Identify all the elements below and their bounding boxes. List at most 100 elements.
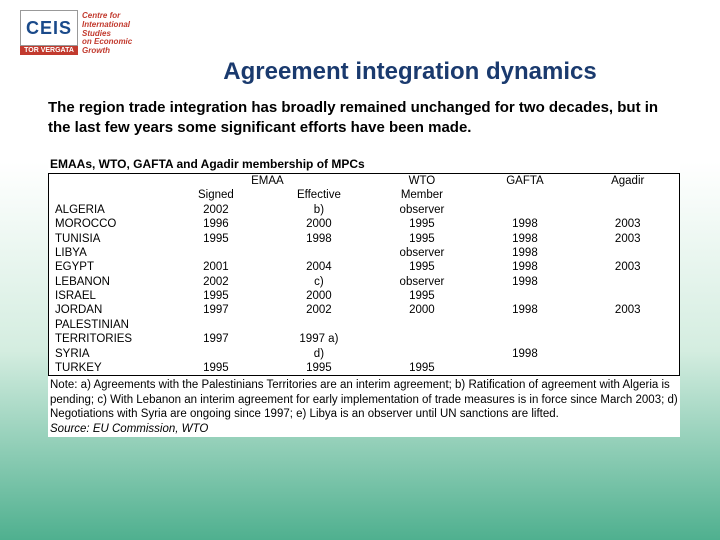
cell-gafta: 1998 <box>473 246 576 260</box>
cell-wto: observer <box>370 203 473 217</box>
table-row: ALGERIA2002b)observer <box>49 203 680 217</box>
col-gafta: GAFTA <box>473 174 576 189</box>
cell-effective: 1997 a) <box>267 332 370 346</box>
cell-country: PALESTINIAN <box>49 318 165 332</box>
cell-wto: 1995 <box>370 361 473 376</box>
cell-gafta <box>473 361 576 376</box>
cell-country: MOROCCO <box>49 217 165 231</box>
table-row: TERRITORIES19971997 a) <box>49 332 680 346</box>
cell-country: LIBYA <box>49 246 165 260</box>
slide: CEIS TOR VERGATA Centre forInternational… <box>0 0 720 540</box>
logo: CEIS TOR VERGATA Centre forInternational… <box>20 10 132 56</box>
cell-effective: c) <box>267 275 370 289</box>
cell-effective: 1998 <box>267 232 370 246</box>
cell-agadir: 2003 <box>576 303 679 317</box>
cell-wto: observer <box>370 275 473 289</box>
cell-effective: 2000 <box>267 217 370 231</box>
cell-country: SYRIA <box>49 347 165 361</box>
cell-signed: 1997 <box>164 303 267 317</box>
table-row: PALESTINIAN <box>49 318 680 332</box>
cell-agadir <box>576 289 679 303</box>
cell-effective: 2000 <box>267 289 370 303</box>
table-row: JORDAN19972002200019982003 <box>49 303 680 317</box>
cell-wto <box>370 318 473 332</box>
col-signed: Signed <box>164 188 267 202</box>
cell-country: JORDAN <box>49 303 165 317</box>
table-source: Source: EU Commission, WTO <box>48 422 680 437</box>
cell-country: TERRITORIES <box>49 332 165 346</box>
cell-gafta: 1998 <box>473 260 576 274</box>
logo-tagline: Centre forInternationalStudieson Economi… <box>82 12 132 56</box>
cell-country: LEBANON <box>49 275 165 289</box>
cell-effective <box>267 246 370 260</box>
cell-wto: 1995 <box>370 260 473 274</box>
cell-agadir <box>576 332 679 346</box>
cell-signed: 1995 <box>164 232 267 246</box>
cell-gafta: 1998 <box>473 275 576 289</box>
cell-wto: 1995 <box>370 217 473 231</box>
cell-effective: 2002 <box>267 303 370 317</box>
table-row: LIBYA observer1998 <box>49 246 680 260</box>
cell-agadir <box>576 347 679 361</box>
cell-effective <box>267 318 370 332</box>
cell-wto <box>370 332 473 346</box>
cell-agadir: 2003 <box>576 232 679 246</box>
cell-gafta: 1998 <box>473 347 576 361</box>
slide-subtitle: The region trade integration has broadly… <box>0 98 720 137</box>
table-note: Note: a) Agreements with the Palestinian… <box>48 376 680 422</box>
cell-agadir <box>576 246 679 260</box>
table-container: EMAAs, WTO, GAFTA and Agadir membership … <box>48 155 680 437</box>
cell-country: ISRAEL <box>49 289 165 303</box>
cell-agadir <box>576 318 679 332</box>
cell-signed: 2002 <box>164 275 267 289</box>
cell-effective: 2004 <box>267 260 370 274</box>
cell-wto: 1995 <box>370 289 473 303</box>
cell-agadir <box>576 361 679 376</box>
cell-signed: 2001 <box>164 260 267 274</box>
cell-gafta <box>473 332 576 346</box>
cell-effective: d) <box>267 347 370 361</box>
cell-wto: 2000 <box>370 303 473 317</box>
cell-agadir: 2003 <box>576 260 679 274</box>
logo-sub: TOR VERGATA <box>20 46 78 55</box>
col-member: Member <box>370 188 473 202</box>
cell-wto: observer <box>370 246 473 260</box>
table-row: TUNISIA19951998199519982003 <box>49 232 680 246</box>
cell-wto: 1995 <box>370 232 473 246</box>
cell-signed <box>164 347 267 361</box>
logo-stack: CEIS TOR VERGATA <box>20 10 78 55</box>
cell-signed <box>164 246 267 260</box>
cell-country: EGYPT <box>49 260 165 274</box>
cell-gafta: 1998 <box>473 232 576 246</box>
logo-main: CEIS <box>20 10 78 46</box>
table-row: MOROCCO19962000199519982003 <box>49 217 680 231</box>
cell-signed: 1995 <box>164 289 267 303</box>
cell-signed: 1996 <box>164 217 267 231</box>
cell-signed <box>164 318 267 332</box>
cell-country: TURKEY <box>49 361 165 376</box>
table-row: TURKEY199519951995 <box>49 361 680 376</box>
cell-gafta <box>473 203 576 217</box>
table-subheader-row: Signed Effective Member <box>49 188 680 202</box>
cell-signed: 1995 <box>164 361 267 376</box>
cell-gafta <box>473 289 576 303</box>
cell-agadir <box>576 203 679 217</box>
cell-effective: b) <box>267 203 370 217</box>
table-row: ISRAEL199520001995 <box>49 289 680 303</box>
cell-country: TUNISIA <box>49 232 165 246</box>
cell-gafta: 1998 <box>473 217 576 231</box>
table-caption: EMAAs, WTO, GAFTA and Agadir membership … <box>48 155 680 173</box>
cell-signed: 1997 <box>164 332 267 346</box>
cell-signed: 2002 <box>164 203 267 217</box>
col-wto: WTO <box>370 174 473 189</box>
table-body: ALGERIA2002b)observerMOROCCO199620001995… <box>49 203 680 376</box>
cell-agadir: 2003 <box>576 217 679 231</box>
slide-title: Agreement integration dynamics <box>0 58 720 86</box>
table-row: LEBANON2002c)observer1998 <box>49 275 680 289</box>
cell-wto <box>370 347 473 361</box>
col-agadir: Agadir <box>576 174 679 189</box>
cell-gafta <box>473 318 576 332</box>
cell-agadir <box>576 275 679 289</box>
table-row: SYRIA d) 1998 <box>49 347 680 361</box>
membership-table: EMAA WTO GAFTA Agadir Signed Effective M… <box>48 173 680 376</box>
